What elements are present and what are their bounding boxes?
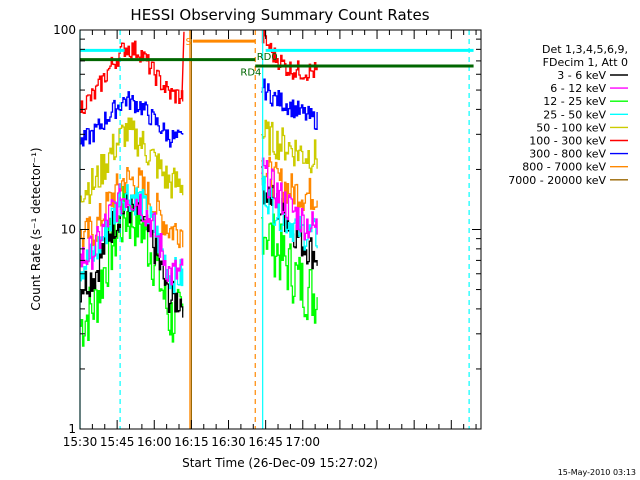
series-line-5-seg-1 <box>261 30 318 81</box>
legend-label: 100 - 300 keV <box>529 135 606 148</box>
legend-label: 3 - 6 keV <box>557 69 606 82</box>
series-line-4-seg-0 <box>80 117 184 205</box>
x-tick-label: 15:45 <box>100 435 135 449</box>
legend-label: 300 - 800 keV <box>529 148 606 161</box>
axis-layer: 1 10 100 15:30 15:45 16:00 16:15 16:30 16:45 17:0… <box>53 23 481 449</box>
overlay-layer: S RD4 RD0 <box>79 30 474 429</box>
series-line-6-seg-1 <box>261 78 318 131</box>
y-tick-label: 10 <box>61 223 76 237</box>
data-layer <box>80 30 318 347</box>
chart-title: HESSI Observing Summary Count Rates <box>130 6 429 24</box>
x-tick-label: 16:15 <box>174 435 209 449</box>
legend-label: 800 - 7000 keV <box>522 161 606 174</box>
series-line-6-seg-0 <box>80 91 184 148</box>
x-tick-label: 17:00 <box>285 435 320 449</box>
y-tick-label: 1 <box>68 422 76 436</box>
legend-label: 50 - 100 keV <box>536 121 606 134</box>
x-tick-label: 16:30 <box>211 435 246 449</box>
footer-timestamp: 15-May-2010 03:13 <box>558 468 636 477</box>
series-line-2-seg-1 <box>261 213 318 324</box>
legend: Det 1,3,4,5,6,9, FDecim 1, Att 0 3 - 6 k… <box>508 43 628 187</box>
series-line-5-seg-0 <box>80 40 184 114</box>
legend-header-line-1: Det 1,3,4,5,6,9, <box>542 43 628 56</box>
annotation-label: RD4 <box>240 67 261 78</box>
annotation-label: S <box>185 37 191 48</box>
legend-header-line-2: FDecim 1, Att 0 <box>543 56 628 69</box>
legend-label: 25 - 50 keV <box>543 108 606 121</box>
legend-label: 6 - 12 keV <box>550 82 606 95</box>
x-tick-label: 16:45 <box>248 435 283 449</box>
series-line-1-seg-1 <box>261 157 318 241</box>
x-tick-label: 15:30 <box>63 435 98 449</box>
red-rise <box>181 31 185 98</box>
series-line-7-seg-0 <box>80 166 184 249</box>
series-line-4-seg-1 <box>261 119 318 174</box>
legend-label: 12 - 25 keV <box>543 95 606 108</box>
series-line-2-seg-0 <box>80 185 184 347</box>
y-tick-label: 100 <box>53 23 76 37</box>
series-line-1-seg-0 <box>80 183 184 286</box>
legend-label: 7000 - 20000 keV <box>508 174 606 187</box>
x-axis-label: Start Time (26-Dec-09 15:27:02) <box>182 456 378 470</box>
x-tick-label: 16:00 <box>137 435 172 449</box>
annotation-label: RD0 <box>257 52 278 63</box>
y-axis-label: Count Rate (s⁻¹ detector⁻¹) <box>29 147 43 310</box>
series-line-7-seg-1 <box>261 156 318 211</box>
